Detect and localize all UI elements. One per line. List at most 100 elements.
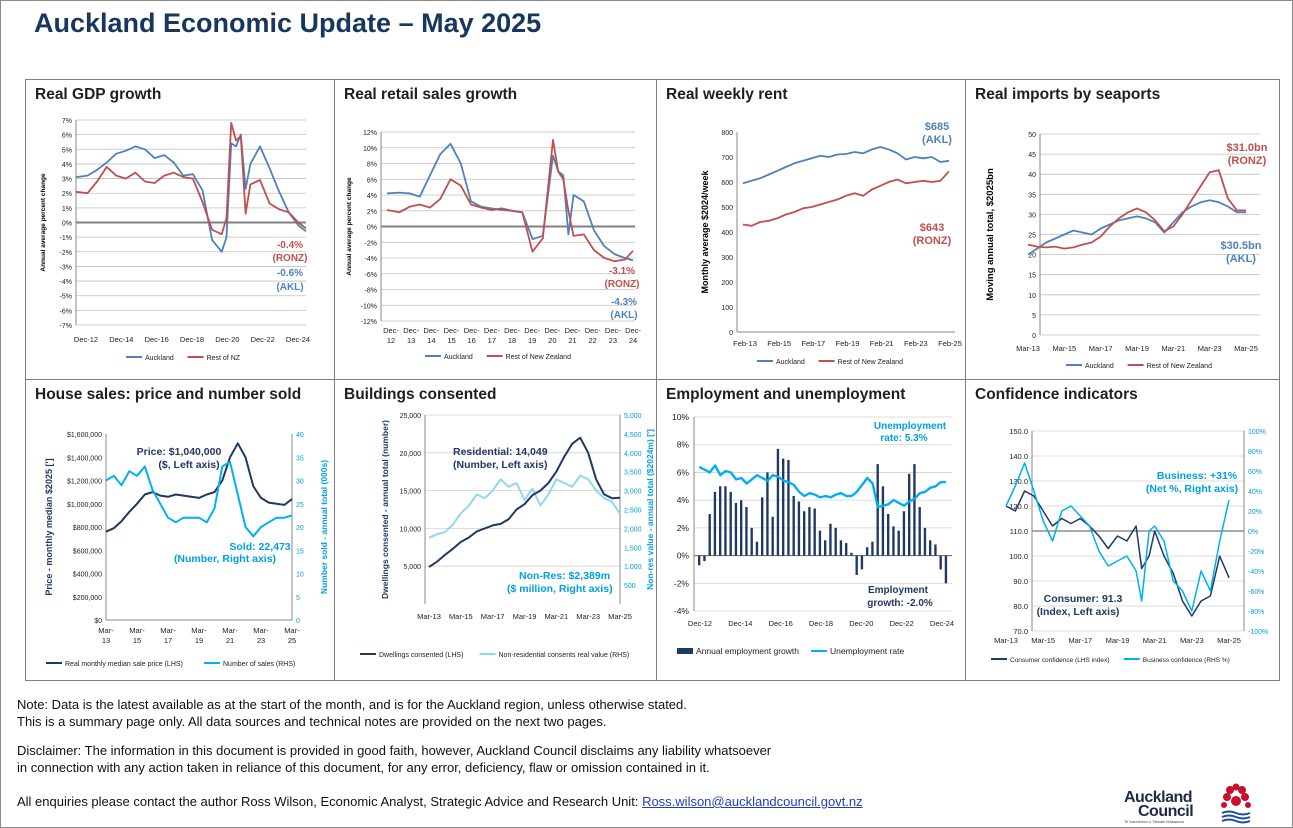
y2-tick-label: 5,000 [624, 413, 642, 420]
y-tick-label: 5,000 [403, 564, 421, 571]
note-line: Note: Data is the latest available as at… [17, 697, 687, 712]
employment-bar [908, 473, 911, 556]
y2-tick-label: 40% [1248, 489, 1262, 496]
legend-label: Auckland [776, 359, 805, 366]
annotation: -4.3% [611, 297, 637, 308]
employment-bar [808, 507, 811, 556]
x-tick-label: Mar- [160, 626, 176, 635]
y-tick-label: -1% [60, 235, 72, 242]
y-tick-label: -6% [60, 308, 72, 315]
chart-svg: 7%6%5%4%3%2%1%0%-1%-2%-3%-4%-5%-6%-7%Dec… [40, 118, 310, 362]
y2-tick-label: -60% [1248, 589, 1264, 596]
x-tick-label: Mar-13 [994, 636, 1018, 645]
x-tick-label: 19 [528, 336, 536, 345]
employment-bar [766, 472, 769, 556]
employment-bar [871, 541, 874, 556]
y-tick-label: 3% [62, 177, 72, 184]
annotation: ($, Left axis) [158, 459, 219, 471]
x-tick-label: Mar-21 [1161, 344, 1185, 353]
series-line [1027, 199, 1246, 256]
x-tick-label: Mar- [253, 626, 269, 635]
x-tick-label: 23 [257, 636, 265, 645]
x-tick-label: 24 [629, 336, 637, 345]
employment-bar [803, 511, 806, 556]
annotation: $30.5bn [1221, 240, 1262, 252]
x-tick-label: Feb-13 [733, 339, 757, 348]
y2-tick-label: 25 [296, 502, 304, 509]
y-axis-label: Moving annual total, $2025bn [985, 168, 996, 301]
x-tick-label: Feb-17 [801, 339, 825, 348]
x-tick-label: Dec- [585, 326, 601, 335]
y-tick-label: 10,000 [400, 526, 422, 533]
y2-tick-label: -80% [1248, 609, 1264, 616]
x-tick-label: Dec- [605, 326, 621, 335]
chart-svg: $1,600,000 $1,400,000 $1,200,000 $1,000,000… [44, 432, 329, 668]
y-tick-label: 2% [677, 523, 690, 533]
x-tick-label: Mar-23 [576, 612, 600, 621]
x-tick-label: 21 [226, 636, 234, 645]
contact-email-link[interactable]: Ross.wilson@aucklandcouncil.govt.nz [642, 794, 863, 809]
series-line [428, 474, 621, 539]
legend-label: Rest of New Zealand [838, 359, 903, 366]
series-line [742, 170, 950, 227]
x-tick-label: Dec-14 [109, 335, 133, 344]
employment-bar [913, 464, 916, 556]
y-tick-label: 2% [367, 209, 377, 216]
x-tick-label: Dec-12 [74, 335, 98, 344]
employment-bar [761, 497, 764, 556]
x-tick-label: Mar-25 [608, 612, 632, 621]
x-tick-label: 25 [288, 636, 296, 645]
x-tick-label: Dec- [484, 326, 500, 335]
y2-tick-label: 0% [1248, 529, 1258, 536]
series-line [75, 122, 307, 236]
chart-svg: 12% 10% 8% 6% 4% 2% 0% -2% -4% -6% -8% -10% -12% Dec-… [346, 130, 641, 361]
y-tick-label: 30 [1028, 212, 1036, 219]
annotation: growth: -2.0% [867, 598, 933, 609]
x-tick-label: Mar-15 [449, 612, 473, 621]
x-tick-label: Dec- [504, 326, 520, 335]
y-axis-label: Dwellings consented - annual total (numb… [380, 420, 390, 599]
logo-line: Auckland [1124, 789, 1193, 806]
x-tick-label: Feb-19 [836, 339, 860, 348]
y-tick-label: 90.0 [1013, 577, 1028, 586]
employment-bar [944, 555, 948, 584]
annotation: Unemployment [874, 421, 947, 432]
y-tick-label: 800 [721, 130, 733, 137]
annotation: Residential: 14,049 [453, 446, 548, 458]
x-tick-label: Mar-21 [1143, 636, 1167, 645]
annotation: (AKL) [1226, 253, 1256, 265]
y2-tick-label: -100% [1248, 629, 1268, 636]
panel-retail: Real retail sales growth 12% 10% 8% 6% 4% 2% 0%… [335, 80, 657, 380]
x-tick-label: Feb-21 [870, 339, 894, 348]
x-tick-label: Mar-25 [1234, 344, 1258, 353]
x-tick-label: Dec-12 [688, 619, 712, 628]
y-tick-label: -2% [365, 240, 377, 247]
y2-tick-label: 0 [296, 618, 300, 625]
y-tick-label: 100.0 [1009, 552, 1028, 561]
annotation: (Number, Right axis) [174, 553, 276, 565]
x-tick-label: Mar-21 [544, 612, 568, 621]
annotation: (Number, Left axis) [453, 459, 548, 471]
employment-bar [708, 514, 711, 556]
employment-bar [703, 555, 706, 562]
x-tick-label: Feb-25 [938, 339, 962, 348]
series-line [105, 442, 293, 533]
y-tick-label: 5 [1032, 313, 1036, 320]
x-tick-label: Mar-19 [1106, 636, 1130, 645]
employment-bar [818, 530, 822, 556]
y2-tick-label: 10 [296, 572, 304, 579]
y-tick-label: 150.0 [1009, 427, 1028, 436]
chart-svg: 10% 8% 6% 4% 2% 0% -2% -4% Dec-12 Dec-14 Dec-16 Dec… [672, 412, 954, 656]
note-block: Note: Data is the latest available as at… [17, 696, 687, 730]
legend-label: Auckland [145, 355, 174, 362]
employment-bar [776, 448, 780, 556]
y2-tick-label: 4,000 [624, 451, 642, 458]
panel-title: Real retail sales growth [344, 86, 518, 103]
employment-bar [771, 516, 774, 556]
y-tick-label: -2% [60, 250, 72, 257]
y-axis-label: Annual average percent change [40, 173, 47, 272]
x-tick-label: Mar-23 [1198, 344, 1222, 353]
chart-svg: 150.0 140.0 130.0 120.0 110.0 100.0 90.0 80.0 70… [991, 427, 1268, 664]
panel-house-sales: House sales: price and number sold $1,600… [26, 380, 335, 680]
